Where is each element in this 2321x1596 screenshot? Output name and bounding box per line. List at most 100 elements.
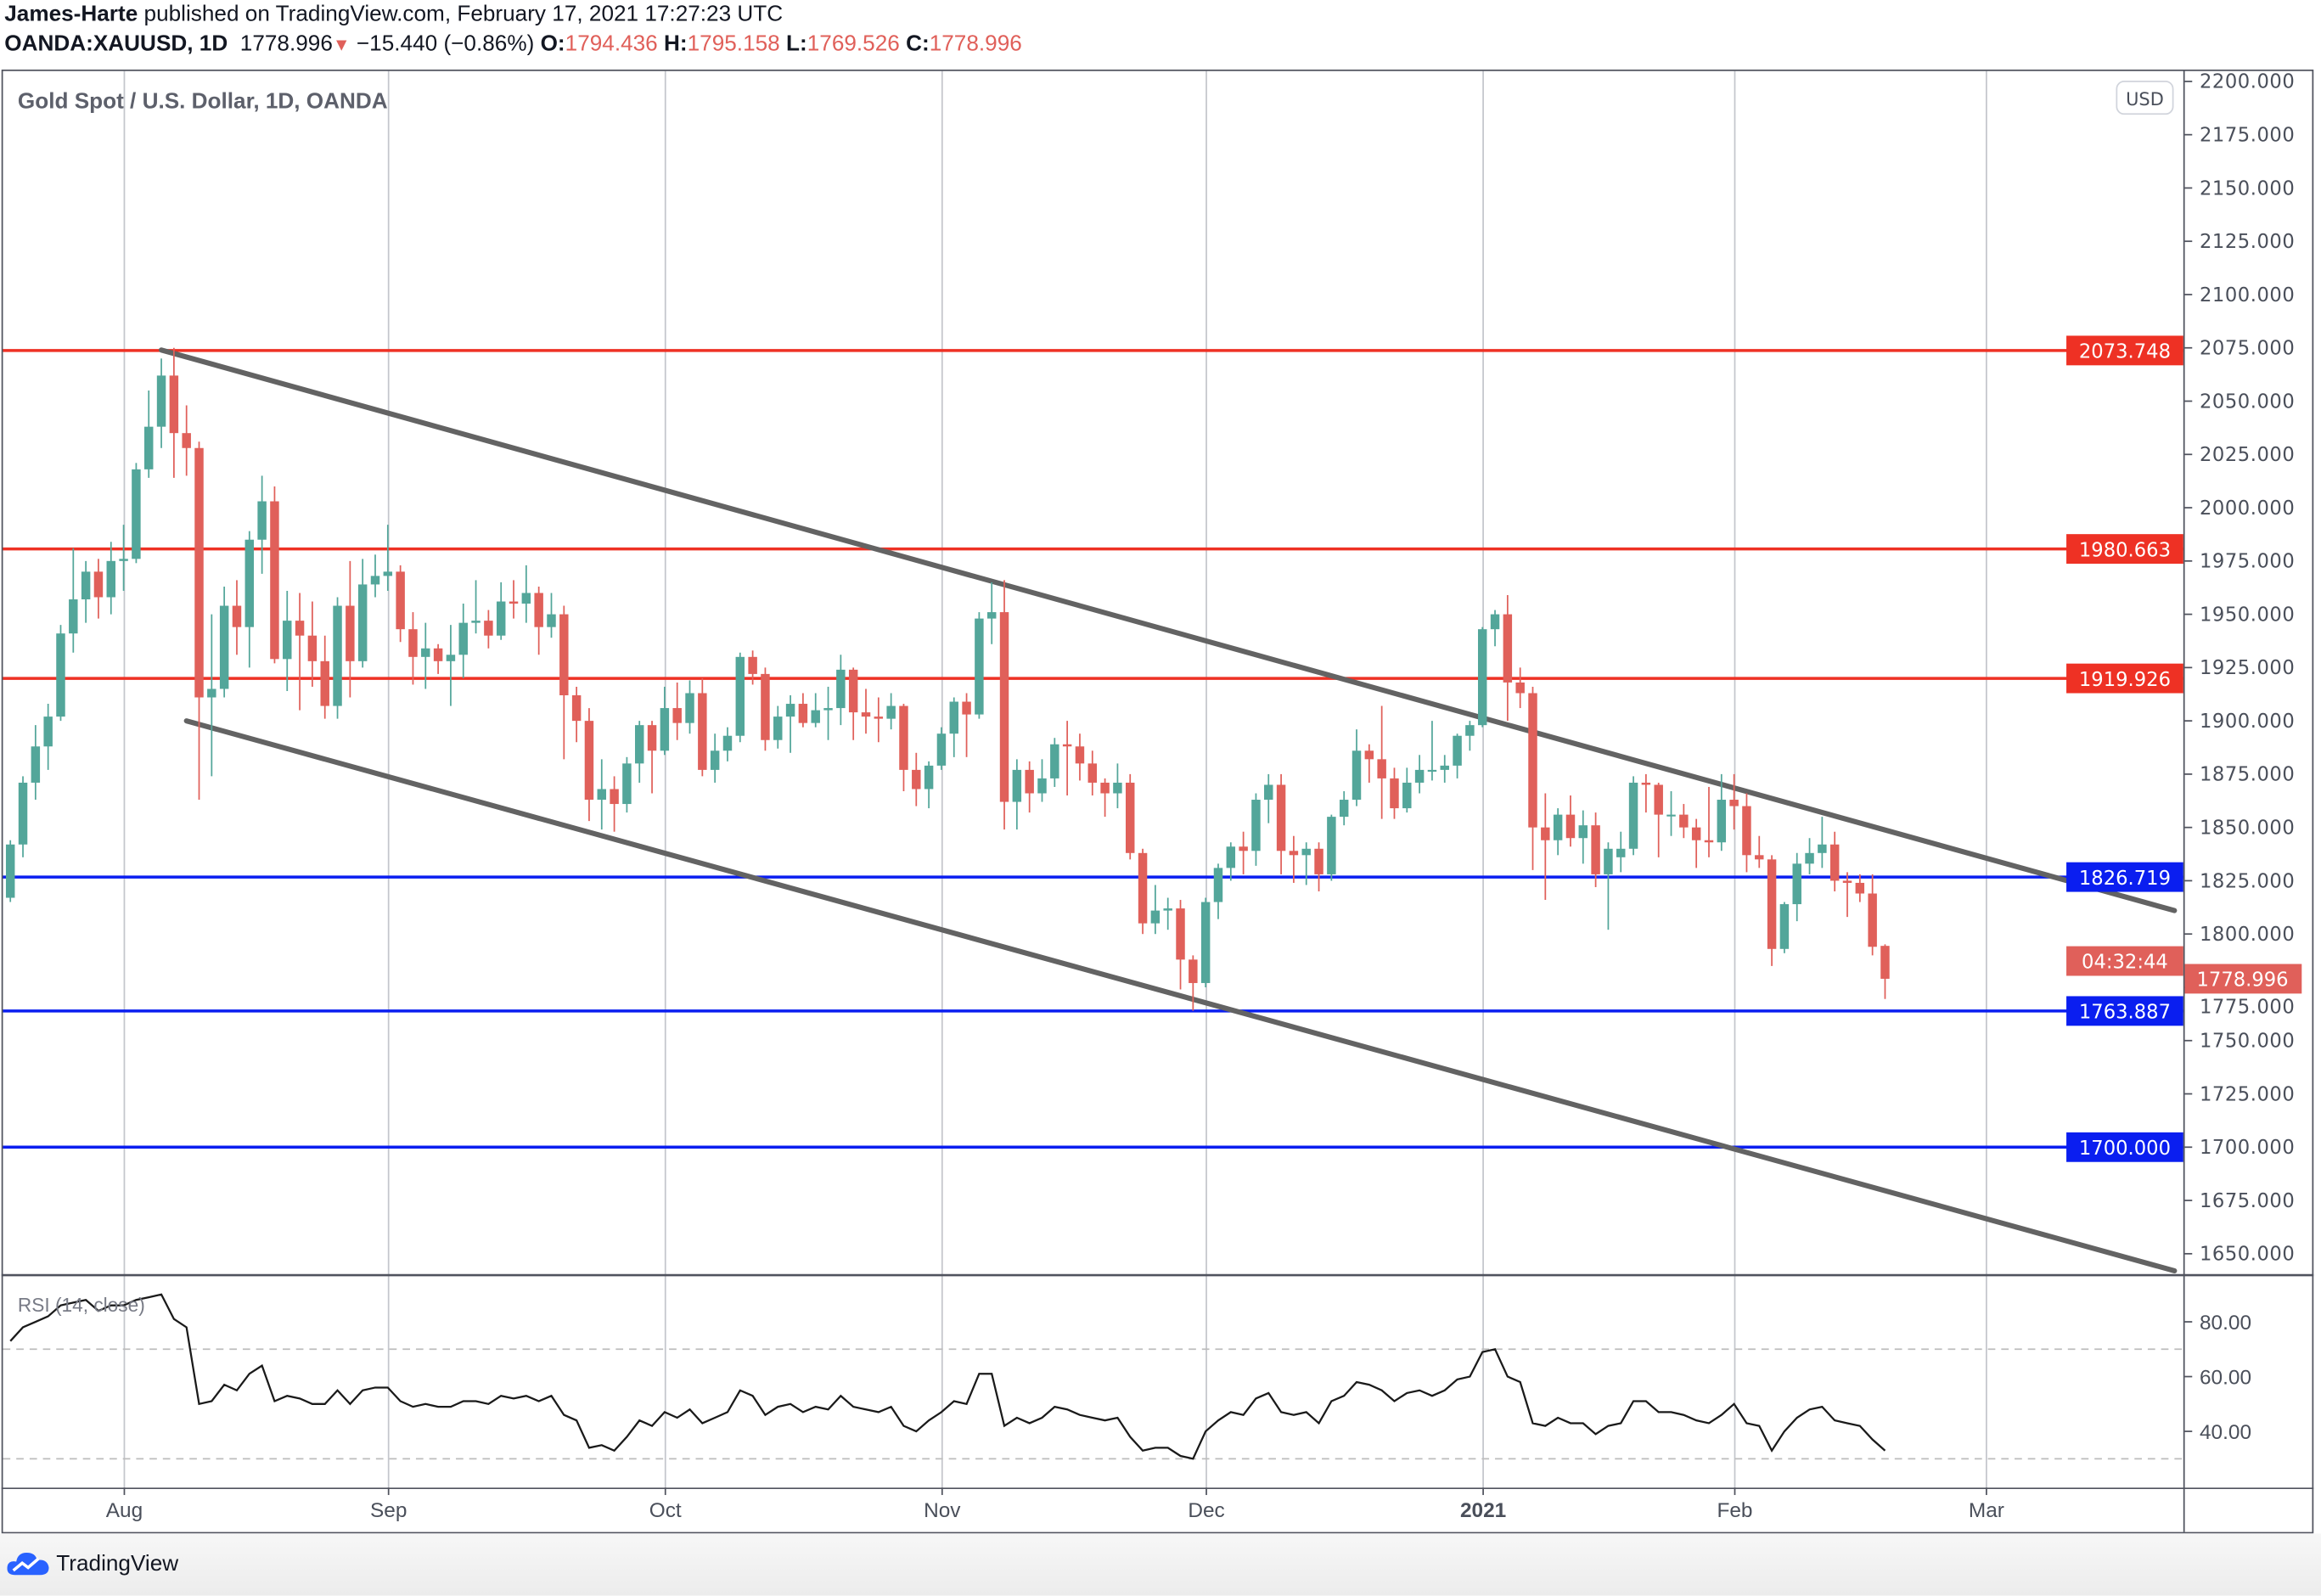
currency-badge[interactable] [2116, 81, 2174, 115]
candle-body [1604, 848, 1613, 874]
candle-up [333, 597, 342, 719]
tradingview-brand[interactable]: TradingView [6, 1548, 178, 1578]
candle-down [1062, 721, 1072, 796]
candle-up [735, 652, 745, 743]
author-name[interactable]: James-Harte [4, 1, 138, 27]
candle-body [1377, 759, 1386, 778]
candle-body [257, 501, 267, 540]
candle-up [446, 625, 456, 706]
candle-body [396, 571, 405, 630]
candle-up [31, 725, 41, 801]
candle-body [949, 701, 958, 734]
candle-body [1591, 825, 1600, 874]
symbol-legend: OANDA:XAUUSD, 1D 1778.996▼ −15.440 (−0.8… [4, 31, 1022, 57]
candle-up [1327, 814, 1336, 881]
candle-up [1465, 721, 1475, 751]
candle-down [396, 565, 405, 643]
candle-body [874, 717, 884, 719]
candle-body [798, 704, 808, 723]
resistance-level-label-bg [2066, 335, 2183, 366]
candle-up [986, 582, 997, 644]
candle-up [119, 525, 128, 591]
last-price-label: 1778.996 [2196, 969, 2288, 992]
price-tick-label: 1675.000 [2200, 1190, 2295, 1212]
time-label: Sep [370, 1499, 407, 1522]
support-level-label-bg [2066, 862, 2183, 892]
candle-body [1855, 882, 1865, 894]
candle-body [1176, 908, 1185, 960]
chart-frame [1, 69, 2314, 1534]
candle-body [496, 601, 506, 636]
price-chart[interactable]: 2073.748 1980.663 1919.926 1826.719 1763.887… [0, 0, 2321, 1534]
candle-down [93, 559, 104, 619]
candle-down [1390, 767, 1399, 819]
candle-body [370, 576, 380, 585]
candle-up [1779, 902, 1790, 953]
candle-body [685, 693, 694, 723]
candle-down [1641, 773, 1651, 813]
price-tick-label: 2100.000 [2200, 284, 2295, 306]
candle-down [1755, 835, 1764, 868]
candle-down [1868, 874, 1877, 956]
candle-up [471, 580, 480, 634]
candle-up [1301, 842, 1311, 885]
candle-down [1591, 812, 1600, 887]
candle-up [156, 358, 166, 448]
chart-title: Gold Spot / U.S. Dollar, 1D, OANDA [18, 87, 388, 113]
low-value: 1769.526 [806, 31, 900, 57]
candle-body [1301, 848, 1311, 856]
candle-down [182, 405, 191, 476]
resistance-level-label-bg [2066, 663, 2183, 694]
level-labels: 2073.748 1980.663 1919.926 1826.719 1763.887… [2066, 335, 2183, 1162]
candle-down [748, 650, 757, 685]
symbol-name: OANDA:XAUUSD, 1D [4, 31, 228, 57]
candle-body [571, 695, 582, 722]
candle-body [270, 501, 279, 660]
lower-channel-trendline [183, 718, 2178, 1273]
candle-body [18, 782, 28, 845]
candle-body [1515, 682, 1525, 694]
price-tick-label: 1950.000 [2200, 604, 2295, 626]
candle-up [773, 705, 783, 749]
candle-down [1691, 818, 1701, 868]
candle-body [1578, 825, 1588, 839]
candle-up [257, 475, 267, 574]
candle-up [1402, 767, 1412, 813]
candle-down [899, 704, 908, 791]
candle-up [1037, 759, 1047, 802]
candle-body [886, 705, 896, 719]
down-triangle-icon: ▼ [332, 34, 351, 55]
candle-body [1541, 827, 1550, 840]
candle-down [912, 752, 921, 806]
time-axis[interactable]: Aug Sep Oct Nov Dec 2021 Feb Mar [106, 1487, 2004, 1522]
resistance-level-label: 1980.663 [2079, 539, 2171, 561]
candle-down [559, 605, 569, 760]
candle-up [660, 686, 670, 756]
candle-up [1490, 610, 1500, 647]
candle-up [496, 582, 506, 640]
candle-body [1189, 959, 1198, 983]
candle-body [710, 750, 720, 770]
rsi-tick-label: 40.00 [2200, 1421, 2251, 1444]
candle-body [156, 375, 166, 427]
candle-up [811, 693, 820, 728]
price-tick-label: 1700.000 [2200, 1137, 2295, 1159]
candle-body [43, 717, 53, 747]
candle-body [1037, 778, 1047, 794]
candle-body [1390, 778, 1399, 809]
candle-body [1062, 744, 1072, 747]
publish-info: James-Harte published on TradingView.com… [4, 2, 783, 27]
candle-body [346, 605, 355, 661]
support-level-label: 1763.887 [2079, 1002, 2171, 1024]
candle-body [735, 656, 745, 736]
price-axis[interactable]: 2200.000 2175.000 2150.000 2125.000 2100.000… [2184, 71, 2302, 1444]
candle-down [484, 610, 493, 649]
candle-body [1226, 846, 1236, 868]
high-label: H: [664, 31, 688, 57]
candle-up [56, 625, 65, 722]
candle-down [798, 693, 808, 728]
candle-body [1779, 904, 1790, 949]
price-tick-label: 2000.000 [2200, 497, 2295, 520]
candle-body [986, 612, 997, 619]
candle-up [1150, 885, 1160, 935]
